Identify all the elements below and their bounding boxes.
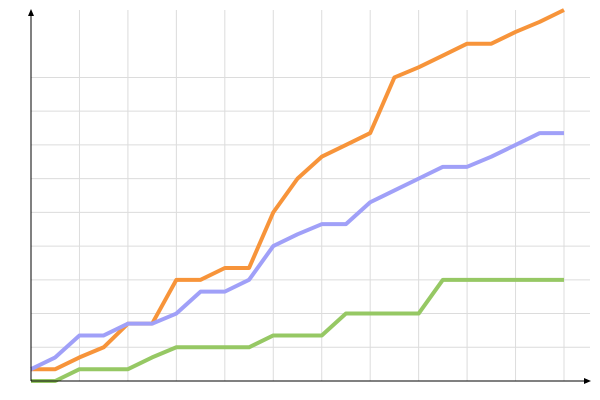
series-line xyxy=(30,131,564,371)
y-axis-arrow xyxy=(28,9,34,16)
series-line xyxy=(31,8,565,372)
axes xyxy=(28,9,591,384)
series-line xyxy=(31,277,564,383)
lines xyxy=(30,8,565,383)
grid xyxy=(31,10,590,381)
x-axis-arrow xyxy=(584,378,591,384)
